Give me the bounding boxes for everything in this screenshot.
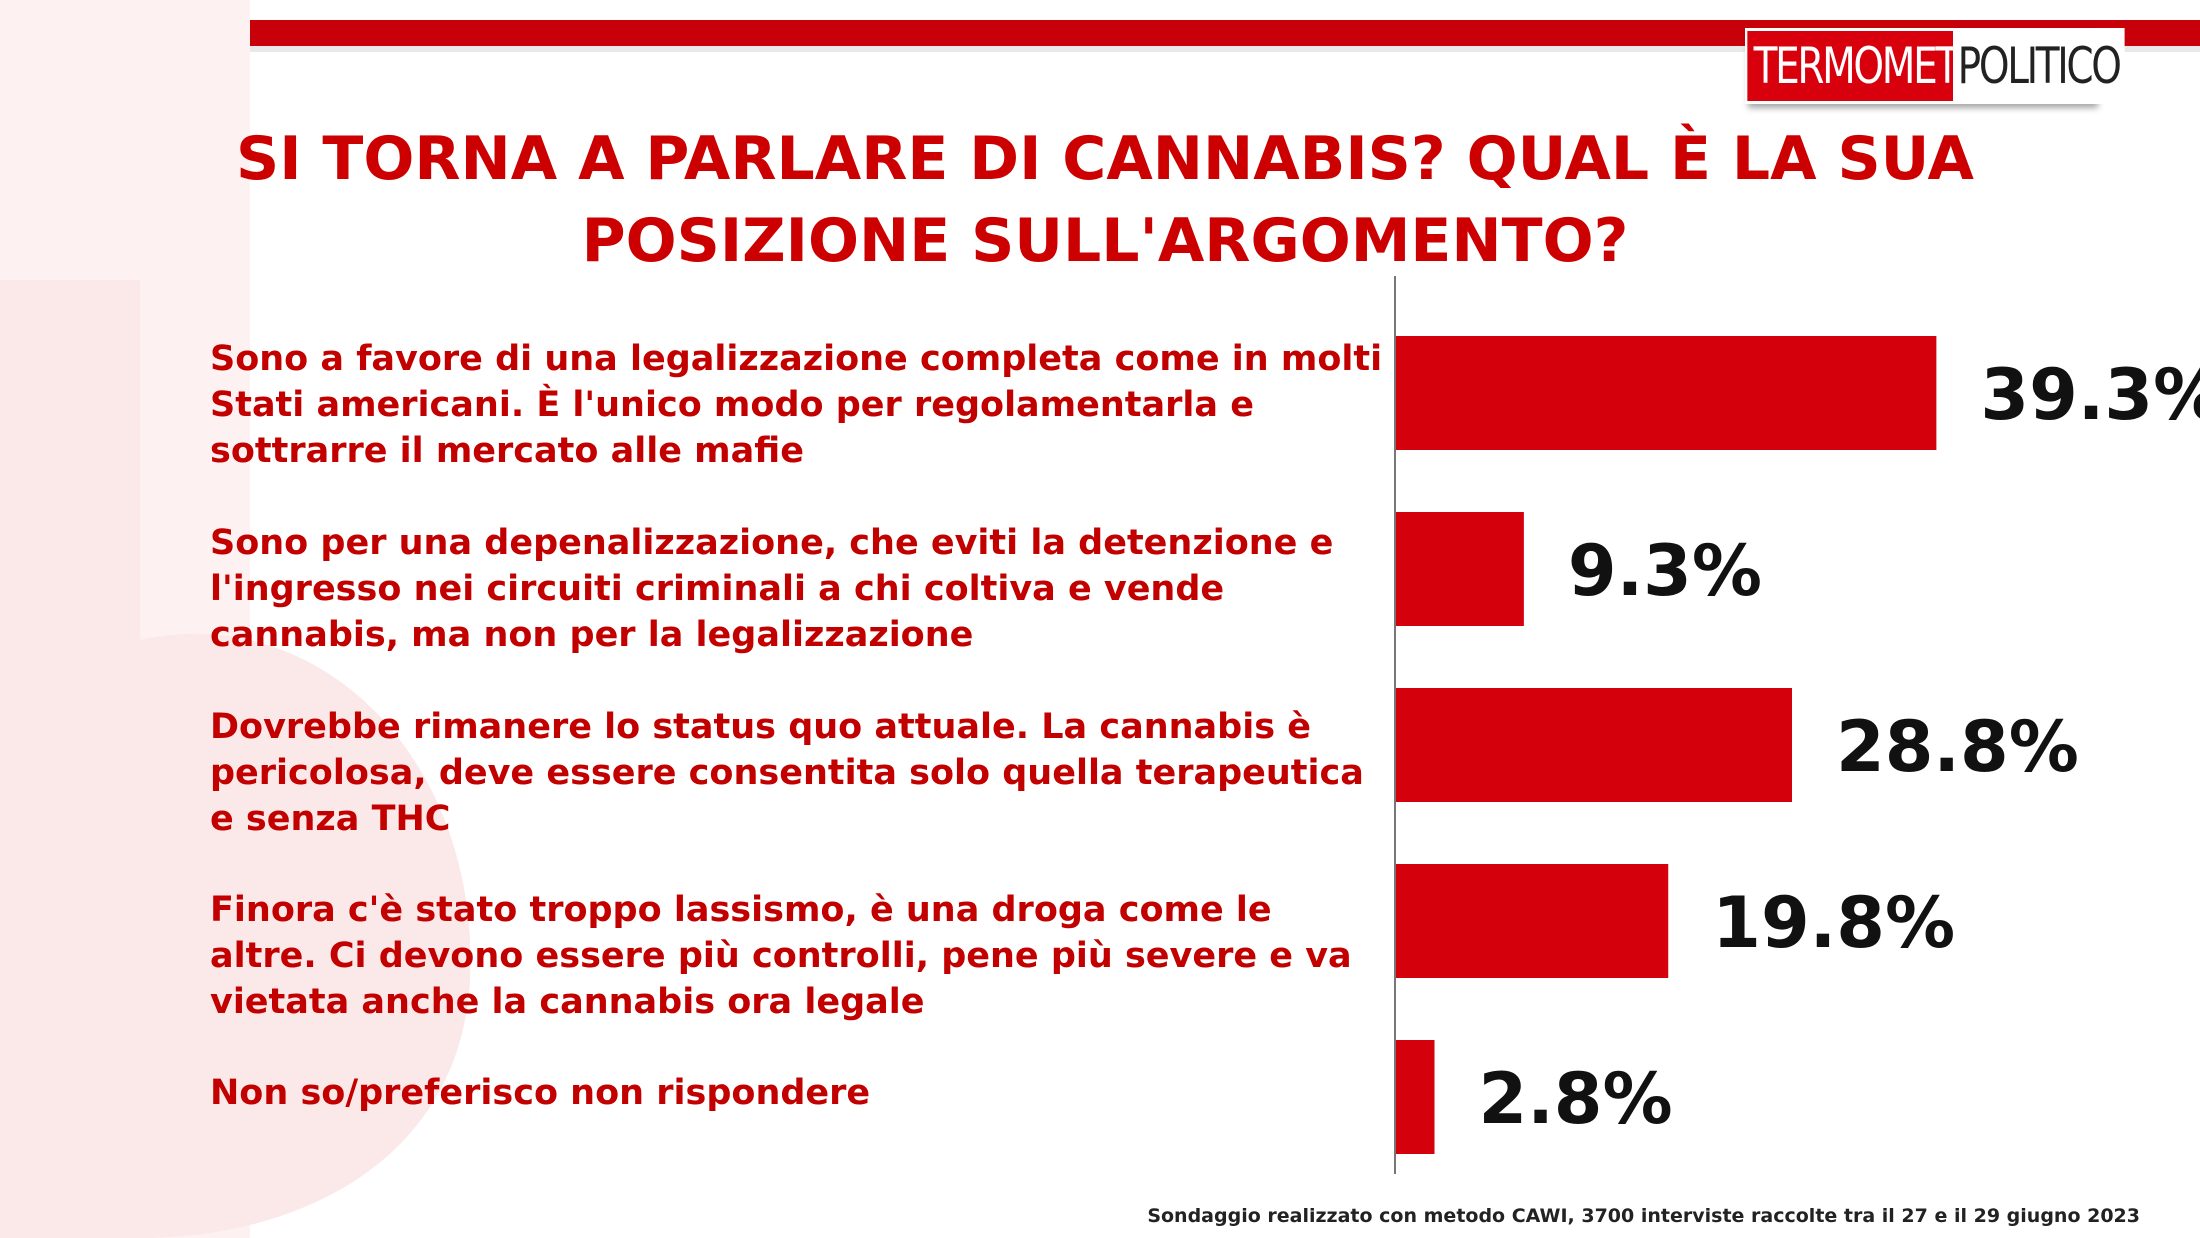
category-label-1: Sono a favore di una legalizzazione comp… bbox=[210, 339, 1383, 471]
top-bar-shadow bbox=[0, 46, 2200, 52]
value-label-2: 9.3% bbox=[1568, 530, 1762, 612]
brand-logo: TERMOMETRO POLITICO bbox=[1745, 28, 2125, 104]
footnote: Sondaggio realizzato con metodo CAWI, 37… bbox=[1147, 1205, 2140, 1227]
bar-3 bbox=[1396, 688, 1792, 802]
bar-4 bbox=[1396, 864, 1669, 978]
value-label-3: 28.8% bbox=[1836, 706, 2079, 788]
category-label-5: Non so/preferisco non rispondere bbox=[210, 1073, 871, 1113]
value-label-4: 19.8% bbox=[1712, 882, 1955, 964]
category-label-4: Finora c'è stato troppo lassismo, è una … bbox=[210, 890, 1352, 1022]
category-label-3: Dovrebbe rimanere lo status quo attuale.… bbox=[210, 707, 1364, 839]
brand-logo-right: POLITICO bbox=[1953, 28, 2125, 104]
chart-title: SI TORNA A PARLARE DI CANNABIS? QUAL È L… bbox=[236, 124, 1974, 276]
bar-1 bbox=[1396, 336, 1937, 450]
value-label-5: 2.8% bbox=[1479, 1058, 1673, 1140]
chart-axis-line bbox=[1394, 276, 1396, 1174]
bar-2 bbox=[1396, 512, 1524, 626]
category-label-2: Sono per una depenalizzazione, che eviti… bbox=[210, 523, 1334, 655]
bar-5 bbox=[1396, 1040, 1435, 1154]
brand-logo-left: TERMOMETRO bbox=[1745, 28, 2012, 104]
value-label-1: 39.3% bbox=[1980, 354, 2200, 436]
